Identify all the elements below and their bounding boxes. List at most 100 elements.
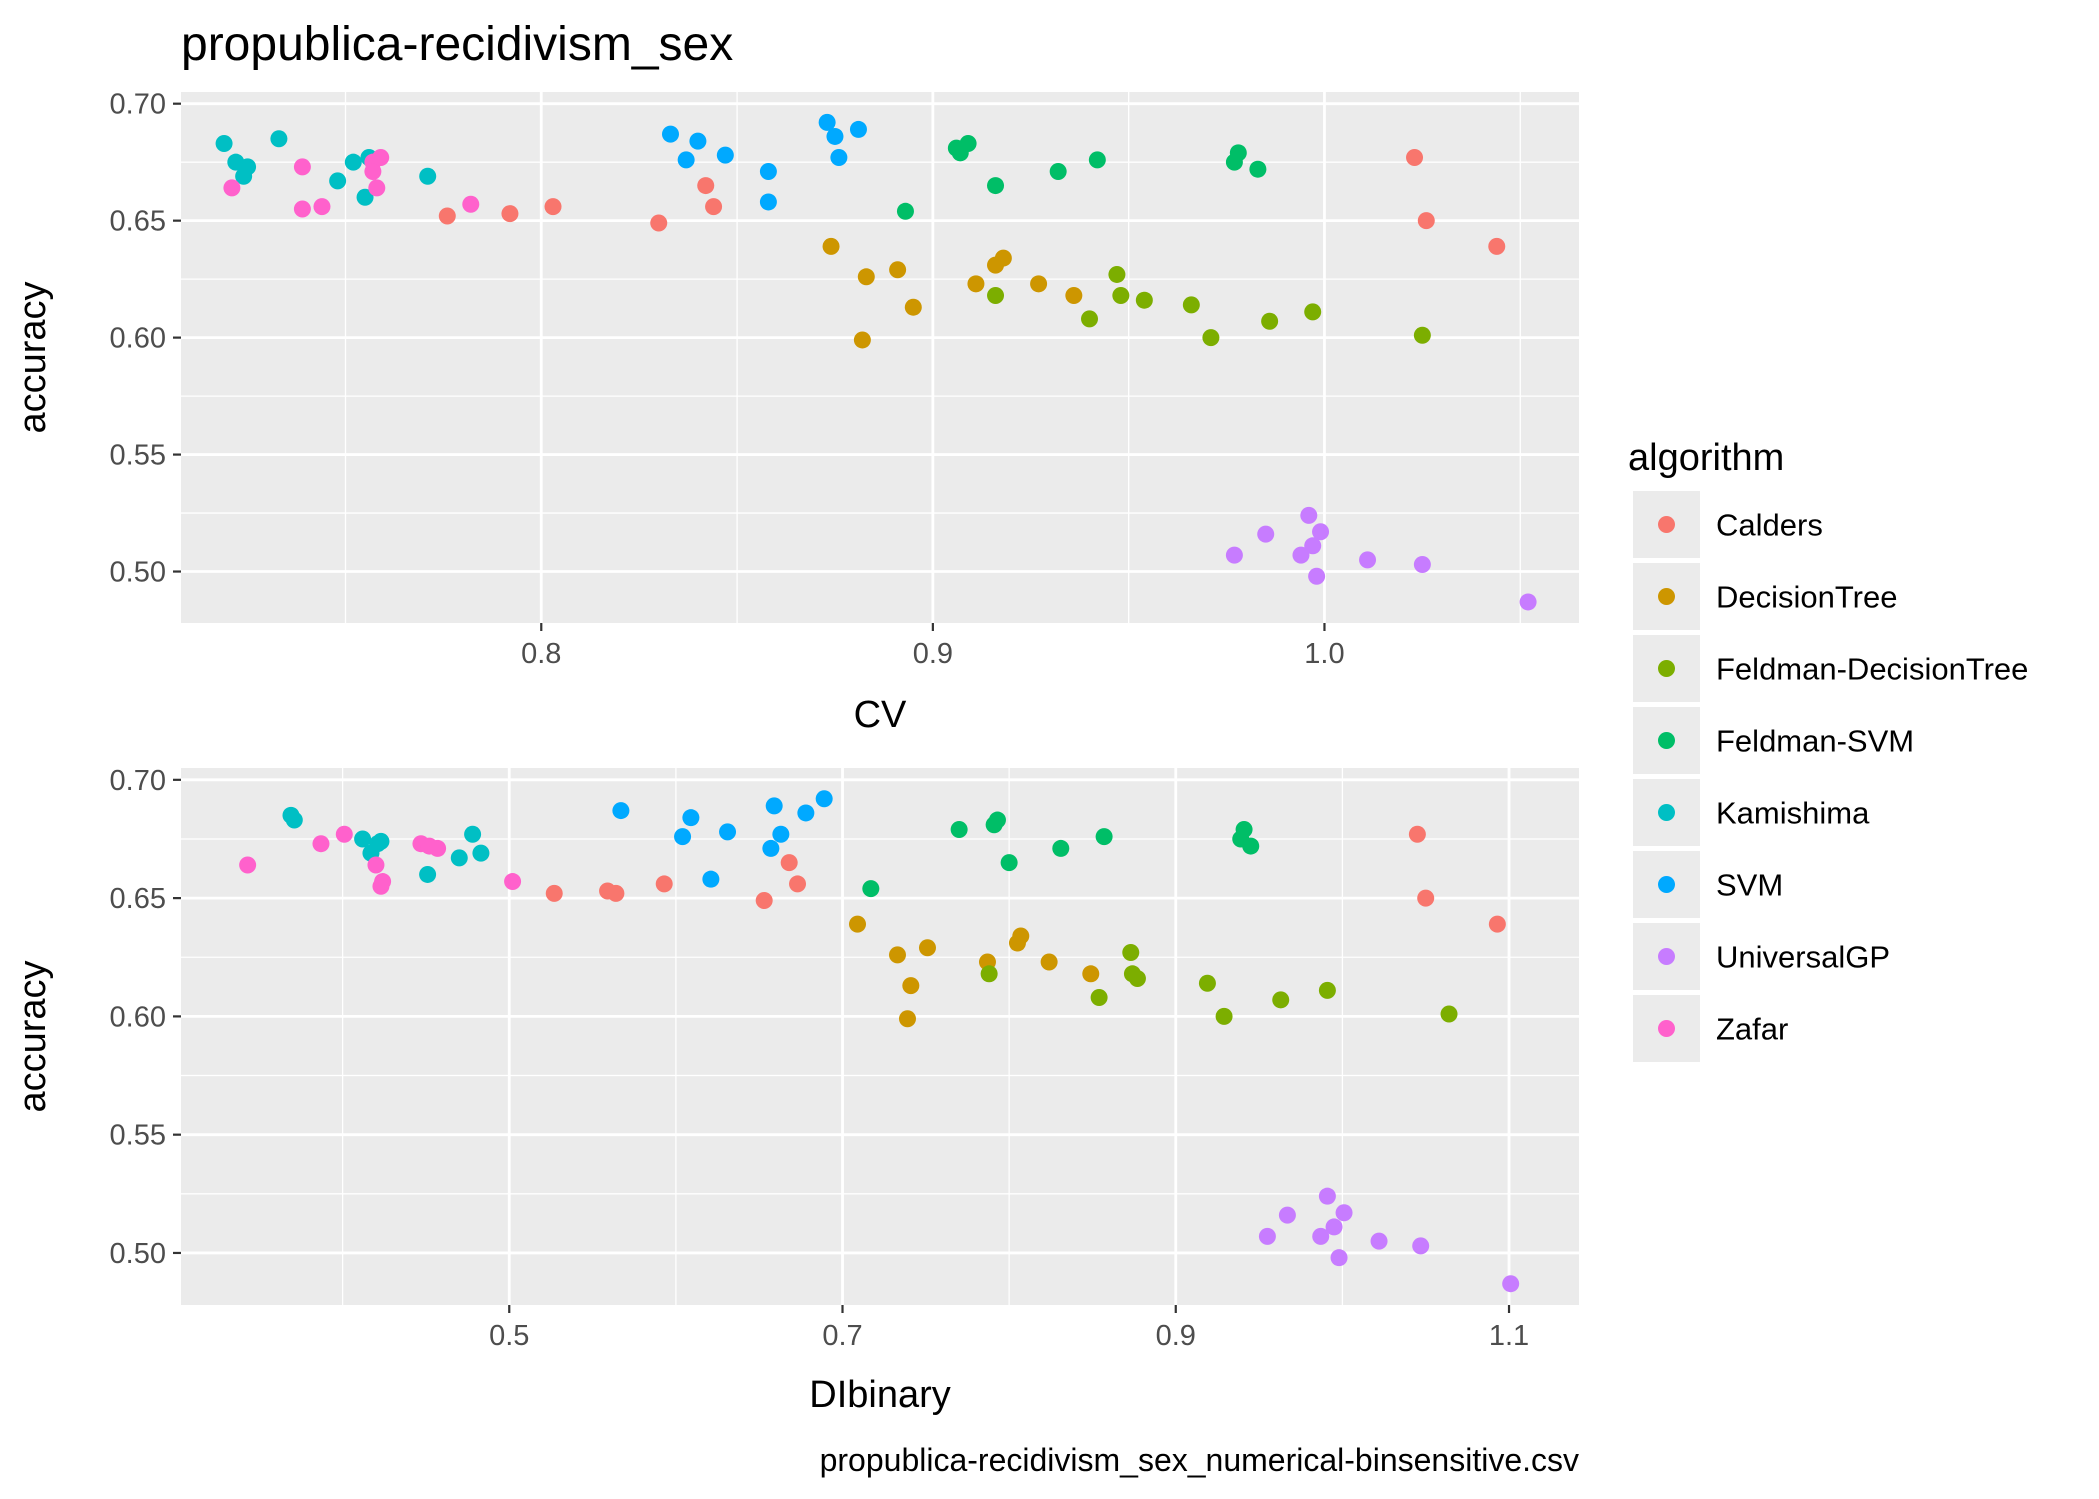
data-point-universalgp [1278,1206,1296,1224]
data-point-svm [702,870,720,888]
series-zafar [223,148,480,218]
data-point-universalgp [1330,1249,1348,1267]
x-axis-title: CV [854,694,907,736]
series-feldman-decisiontree [987,265,1431,347]
data-point-feldman-svm [1095,828,1113,846]
series-feldman-svm [862,811,1260,898]
series-universalgp [1258,1187,1520,1293]
data-point-zafar [313,198,331,216]
legend-label: DecisionTree [1716,580,1897,615]
x-tick-label: 0.5 [489,1320,529,1352]
data-point-feldman-svm [1088,151,1106,169]
series-kamishima [215,130,437,206]
legend-item-kamishima: Kamishima [1633,779,1870,846]
data-point-decisiontree [1012,927,1030,945]
series-zafar [239,825,522,895]
legend-item-decisiontree: DecisionTree [1633,563,1897,630]
legend-swatch [1658,948,1675,965]
legend-item-zafar: Zafar [1633,995,1788,1062]
data-point-calders [544,198,562,216]
y-tick-label: 0.55 [110,440,166,472]
data-point-zafar [429,839,447,857]
data-point-zafar [374,873,392,891]
data-point-calders [438,207,456,225]
data-point-feldman-svm [1242,837,1260,855]
data-point-svm [612,802,630,820]
data-point-kamishima [464,825,482,843]
data-point-svm [772,825,790,843]
legend-label: SVM [1716,868,1783,903]
data-point-calders [650,214,668,232]
data-point-calders [697,177,715,195]
legend-label: UniversalGP [1716,940,1890,975]
y-tick-label: 0.65 [110,206,166,238]
data-point-svm [661,125,679,143]
data-point-decisiontree [967,275,985,293]
data-point-svm [849,120,867,138]
data-point-universalgp [1312,523,1330,541]
data-point-zafar [223,179,241,197]
data-point-zafar [312,835,330,853]
data-point-feldman-decisiontree [1112,287,1130,305]
y-tick-label: 0.50 [110,557,166,589]
legend-title: algorithm [1628,437,1784,479]
data-point-zafar [462,195,480,213]
data-point-zafar [364,163,382,181]
data-point-feldman-decisiontree [1090,988,1108,1006]
data-point-feldman-svm [1249,160,1267,178]
y-tick-label: 0.50 [110,1238,166,1270]
data-point-calders [1417,889,1435,907]
data-point-universalgp [1318,1187,1336,1205]
data-point-kamishima [419,865,437,883]
data-point-kamishima [450,849,468,867]
legend-item-universalgp: UniversalGP [1633,923,1890,990]
data-point-feldman-decisiontree [1440,1005,1458,1023]
data-point-feldman-svm [959,134,977,152]
y-tick-label: 0.55 [110,1120,166,1152]
data-point-feldman-decisiontree [1413,326,1431,344]
x-axis-title: DIbinary [809,1374,951,1416]
data-point-decisiontree [857,268,875,286]
data-point-svm [716,146,734,164]
legend-label: Feldman-SVM [1716,724,1914,759]
legend-item-feldman-decisiontree: Feldman-DecisionTree [1633,635,2028,702]
data-point-zafar [239,856,257,874]
data-point-decisiontree [1065,287,1083,305]
data-point-svm [762,839,780,857]
data-point-universalgp [1370,1232,1388,1250]
data-point-feldman-svm [950,821,968,839]
data-point-universalgp [1413,556,1431,574]
data-point-decisiontree [994,249,1012,267]
data-point-universalgp [1225,546,1243,564]
series-calders [438,148,1506,255]
data-point-kamishima [270,130,288,148]
data-point-feldman-decisiontree [987,287,1005,305]
legend-label: Calders [1716,508,1823,543]
data-point-calders [607,884,625,902]
data-point-calders [1488,915,1506,933]
data-point-feldman-decisiontree [1272,991,1290,1009]
plot-background [181,92,1579,623]
legend-item-feldman-svm: Feldman-SVM [1633,707,1914,774]
panel-cv: 0.8 0.9 1.0 0.50 0.55 0.60 0.65 0.70 CV accuracy [12,89,1579,736]
legend-swatch [1658,732,1675,749]
data-point-calders [705,198,723,216]
plot-background [181,768,1579,1305]
data-point-svm [830,148,848,166]
data-point-universalgp [1312,1227,1330,1245]
data-point-feldman-decisiontree [1198,974,1216,992]
legend-swatch [1658,660,1675,677]
data-point-feldman-svm [1229,144,1247,162]
series-decisiontree [849,915,1100,1028]
legend-swatch [1658,588,1675,605]
data-point-decisiontree [898,1010,916,1028]
data-point-universalgp [1519,593,1537,611]
data-point-calders [1417,212,1435,230]
y-tick-label: 0.60 [110,1001,166,1033]
y-tick-label: 0.65 [110,883,166,915]
data-point-feldman-decisiontree [980,965,998,983]
data-point-feldman-decisiontree [1318,981,1336,999]
data-point-calders [780,854,798,872]
data-point-zafar [368,179,386,197]
series-feldman-decisiontree [980,944,1458,1025]
